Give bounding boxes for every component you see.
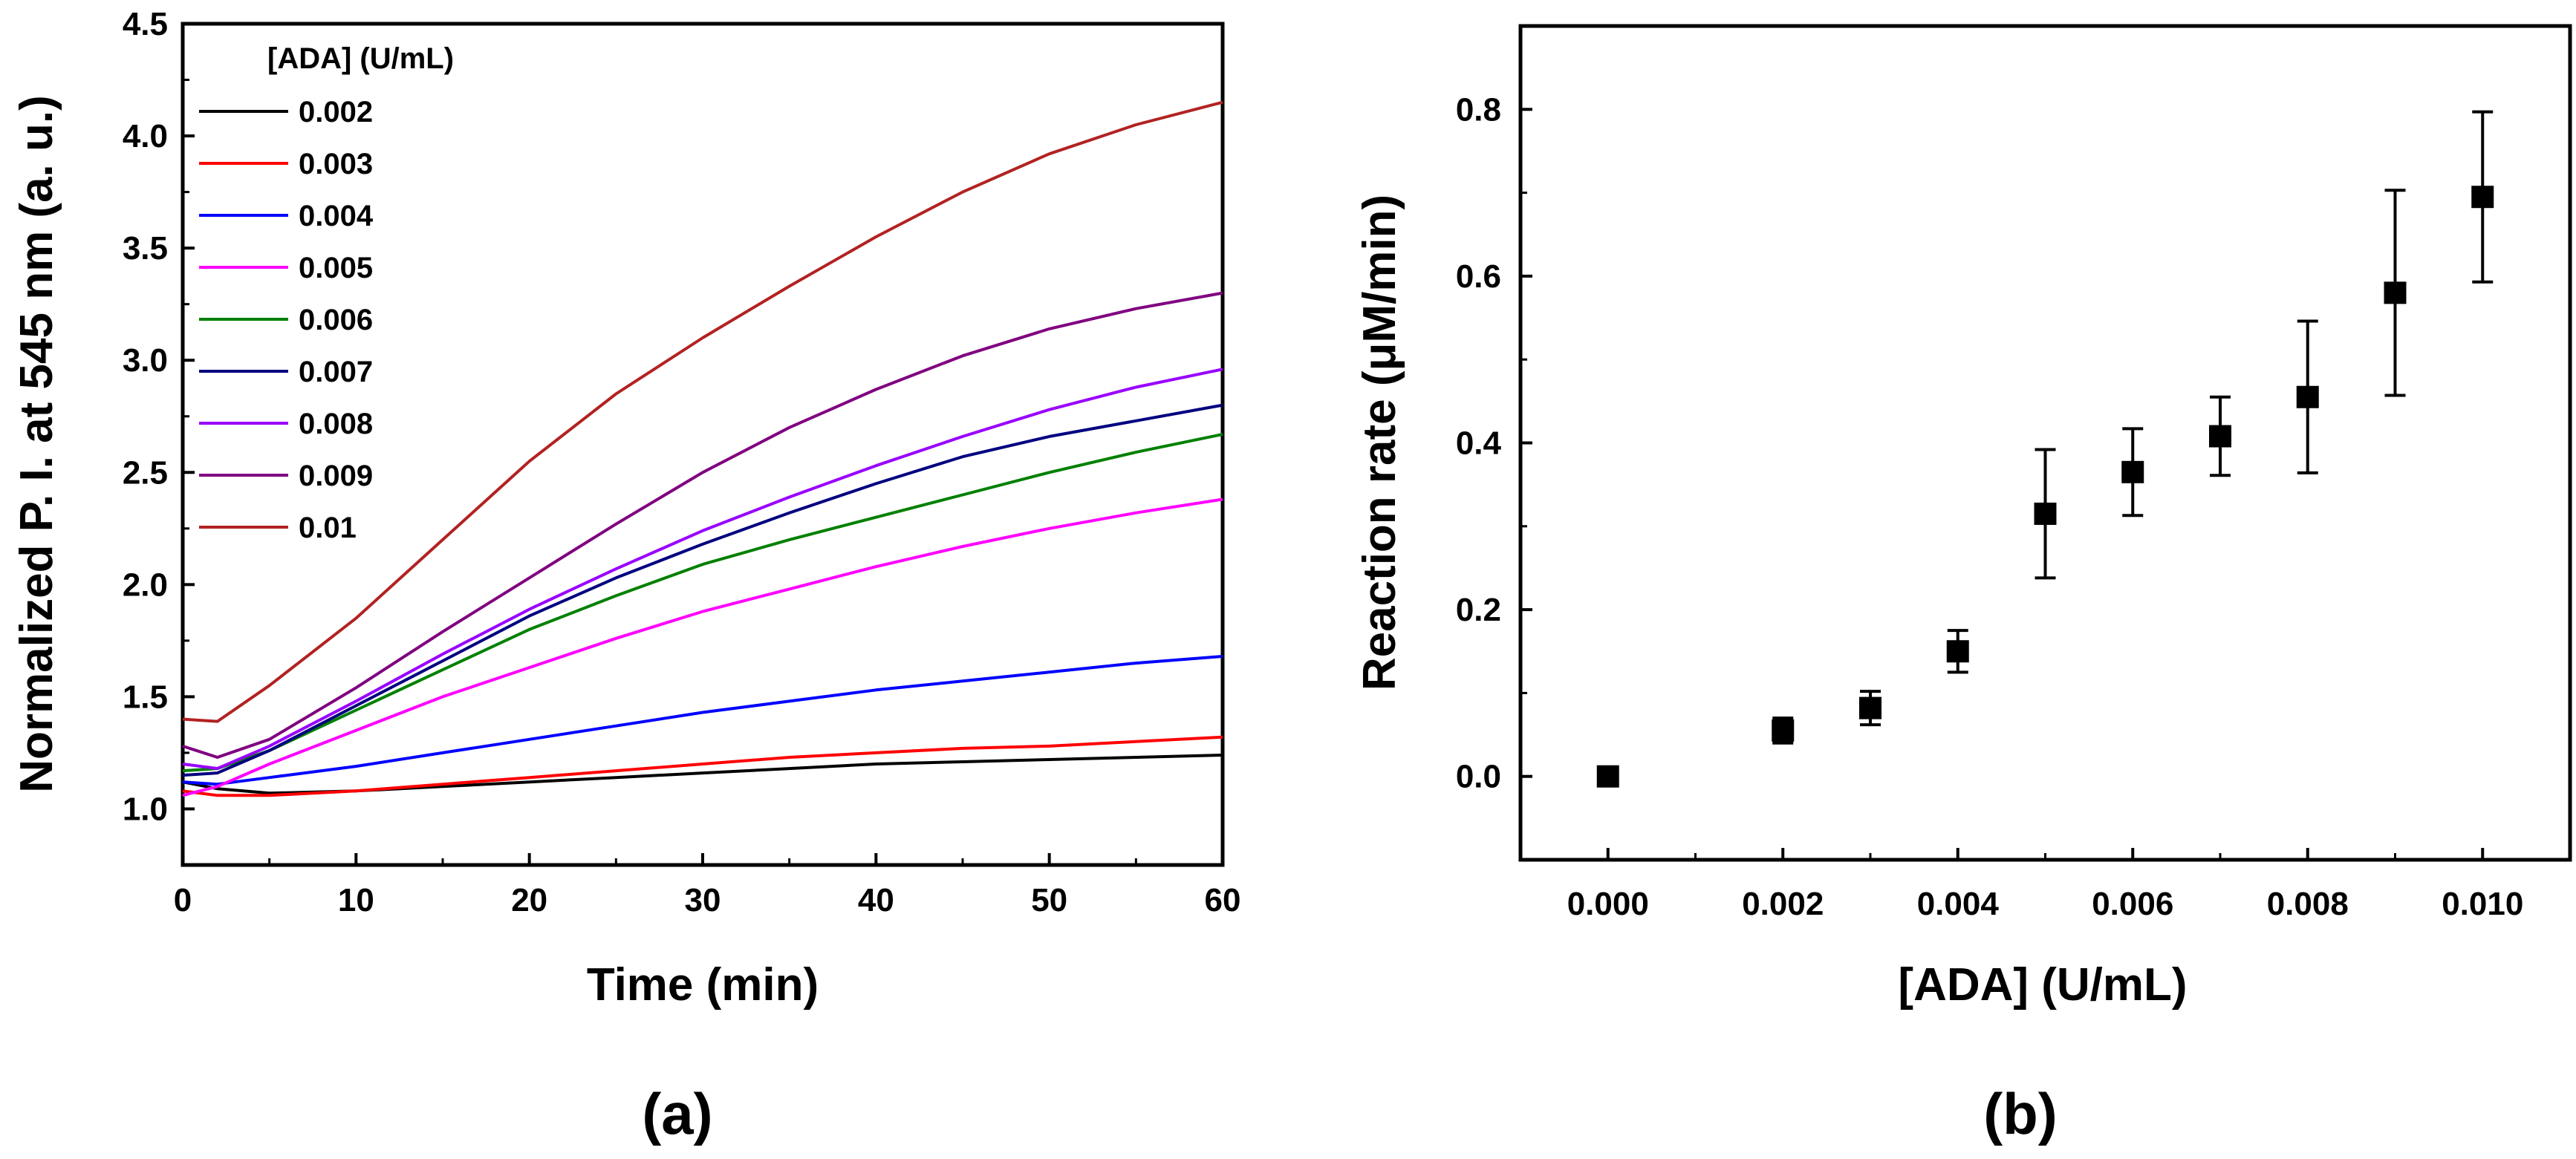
panel-a-y-axis: 1.0 1.5 2.0 2.5 3.0 3.5 4.0 4.5 — [123, 6, 195, 866]
legend-label-0.009: 0.009 — [299, 460, 373, 492]
x-tick-label: 0.010 — [2442, 886, 2523, 922]
legend-label-0.007: 0.007 — [299, 356, 373, 388]
y-tick-label: 1.5 — [123, 679, 168, 715]
x-tick-label: 0.008 — [2267, 886, 2349, 922]
x-tick-label: 0.000 — [1567, 886, 1649, 922]
legend-label-0.006: 0.006 — [299, 304, 373, 336]
panel-a-y-axis-title: Normalized P. I. at 545 nm (a. u.) — [11, 95, 62, 792]
x-tick-label: 30 — [685, 882, 721, 918]
panel-b-y-axis: 0.0 0.2 0.4 0.6 0.8 — [1456, 25, 1532, 861]
x-tick-label: 0 — [174, 882, 192, 918]
series-line-0.005 — [182, 497, 1223, 797]
data-point — [1772, 719, 1795, 742]
y-tick-label: 3.5 — [123, 230, 168, 267]
panel-a-label: (a) — [642, 1081, 712, 1146]
panel-b-y-axis-title: Reaction rate (μM/min) — [1354, 195, 1405, 690]
y-tick-label: 0.2 — [1456, 592, 1501, 628]
x-tick-label: 50 — [1031, 882, 1067, 918]
data-point — [2471, 186, 2494, 209]
series-line-0.002 — [182, 754, 1223, 795]
panel-b-x-axis-title: [ADA] (U/mL) — [1898, 959, 2187, 1011]
y-tick-label: 0.4 — [1456, 425, 1502, 462]
legend-title: [ADA] (U/mL) — [267, 42, 454, 75]
legend-label-0.01: 0.01 — [299, 512, 357, 544]
series-line-0.008 — [182, 368, 1223, 771]
legend-items: 0.002 0.003 0.004 0.005 0.006 0.007 0.008 0.009… — [199, 96, 374, 544]
y-tick-label: 4.0 — [123, 118, 168, 154]
panel-b-x-axis: 0.000 0.002 0.004 0.006 0.008 0.010 — [1519, 848, 2572, 922]
data-point — [2384, 281, 2407, 304]
series-line-0.01 — [182, 100, 1223, 723]
legend-label-0.003: 0.003 — [299, 148, 373, 180]
panel-b-plot-frame — [1518, 24, 2572, 862]
x-tick-label: 10 — [338, 882, 374, 918]
x-tick-label: 20 — [511, 882, 547, 918]
data-point — [1596, 765, 1619, 788]
data-point — [1859, 696, 1881, 719]
data-point — [2121, 460, 2144, 483]
x-tick-label: 40 — [858, 882, 894, 918]
y-tick-label: 0.6 — [1456, 258, 1501, 295]
panel-a-series-group — [182, 100, 1223, 797]
x-tick-label: 0.002 — [1742, 886, 1824, 922]
y-tick-label: 0.0 — [1456, 759, 1501, 795]
legend-label-0.008: 0.008 — [299, 408, 373, 440]
panel-a-x-axis: 0 10 20 30 40 50 60 — [174, 853, 1241, 918]
x-tick-label: 0.004 — [1917, 886, 2000, 922]
data-point — [1946, 640, 1969, 663]
panel-a-legend: [ADA] (U/mL) 0.0020.0030.0040.0050.0060.… — [199, 42, 454, 544]
y-tick-label: 0.8 — [1456, 91, 1501, 128]
series-line-0.004 — [182, 655, 1223, 786]
panel-b-points-group — [1596, 110, 2494, 788]
panel-a-x-axis-title: Time (min) — [587, 959, 819, 1011]
y-tick-label: 4.5 — [123, 6, 168, 42]
data-point — [2296, 385, 2319, 408]
y-tick-label: 2.0 — [123, 567, 168, 603]
panel-b-label: (b) — [1983, 1081, 2058, 1146]
series-line-0.009 — [182, 291, 1223, 759]
panel-a-line-chart: 0 10 20 30 40 50 60 1.0 1.5 2.0 2.5 3.0 3.5 4.0 4.5 [… — [11, 6, 1240, 1146]
y-tick-label: 2.5 — [123, 454, 168, 491]
panel-b-scatter-chart: 0.000 0.002 0.004 0.006 0.008 0.010 0.0 0.2 0.4… — [1354, 24, 2572, 1146]
legend-label-0.005: 0.005 — [299, 252, 373, 284]
y-tick-label: 3.0 — [123, 342, 168, 379]
series-line-0.007 — [182, 403, 1223, 777]
data-point — [2034, 502, 2057, 525]
y-tick-label: 1.0 — [123, 791, 168, 827]
x-tick-label: 60 — [1205, 882, 1241, 918]
data-point — [2209, 425, 2231, 448]
legend-label-0.004: 0.004 — [299, 200, 374, 232]
series-line-0.003 — [182, 735, 1223, 797]
x-tick-label: 0.006 — [2092, 886, 2173, 922]
legend-label-0.002: 0.002 — [299, 96, 373, 128]
